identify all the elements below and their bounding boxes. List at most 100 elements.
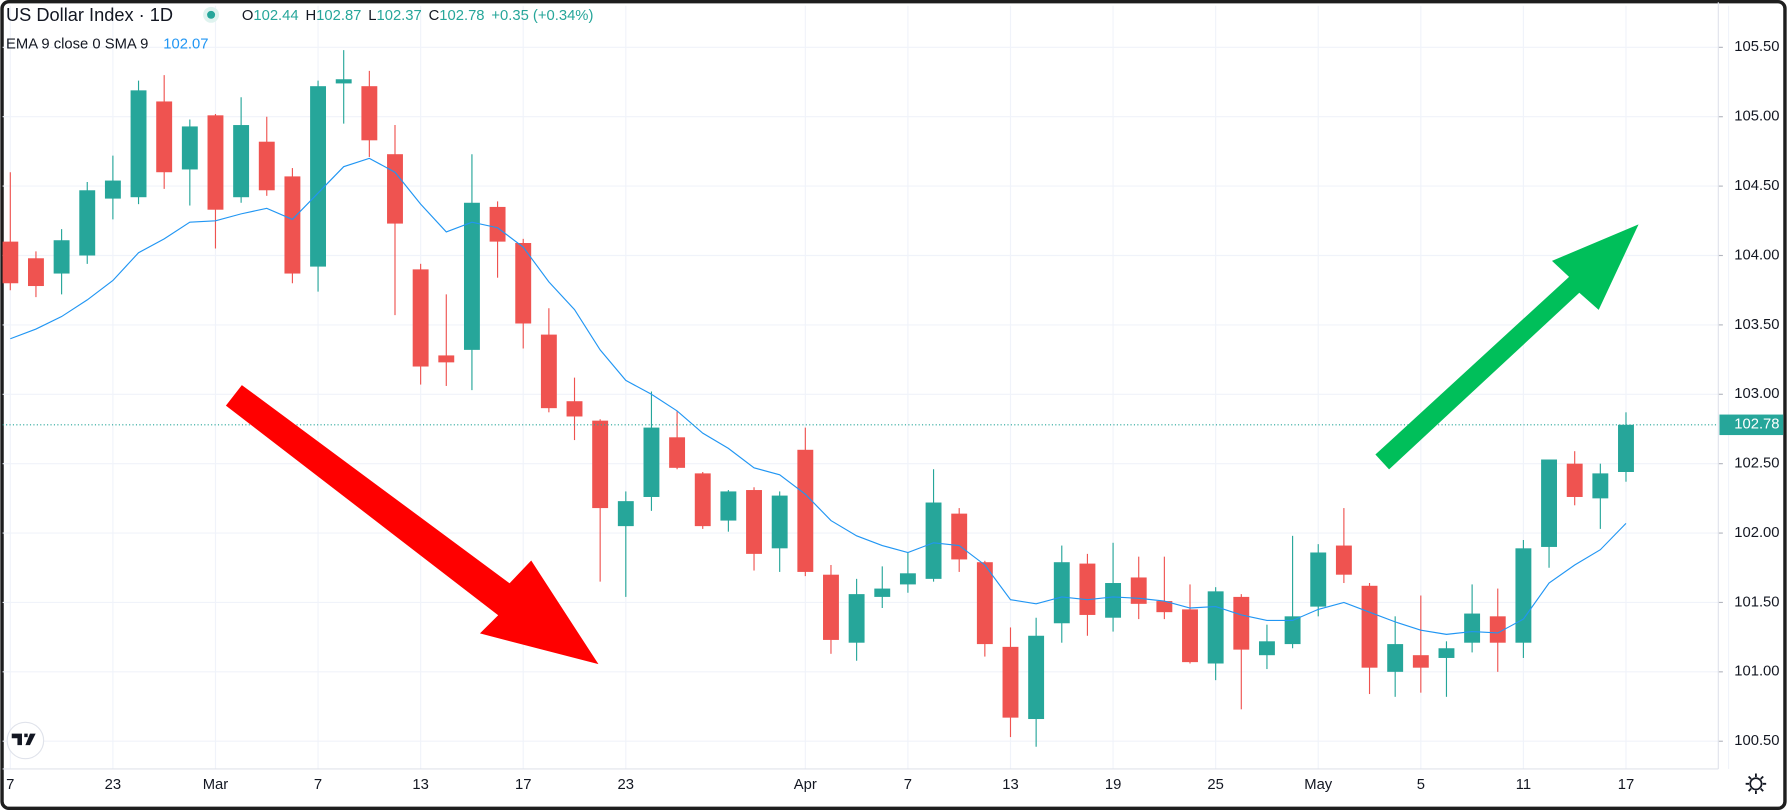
y-tick-label: 105.00	[1734, 109, 1779, 125]
axes: 100.50 101.00 101.50 102.00 102.50 103.00 103.…	[2, 2, 1784, 770]
candle-body	[1515, 548, 1532, 643]
candle-body	[181, 126, 198, 170]
tv-logo[interactable]	[6, 721, 45, 760]
candle-body	[412, 269, 429, 367]
candle-body	[310, 86, 327, 267]
candle-body	[1438, 648, 1455, 658]
candle-body	[207, 115, 224, 210]
candle-body	[1489, 616, 1506, 643]
candle-body	[438, 355, 455, 363]
candle-body	[2, 241, 19, 284]
x-tick-label: 23	[105, 777, 121, 793]
x-tick-label: 7	[904, 777, 912, 793]
candle-body	[1130, 577, 1147, 604]
y-tick-label: 100.50	[1734, 733, 1779, 749]
candle-body	[335, 79, 352, 84]
ohlc-key: L	[368, 8, 376, 24]
candle-body	[694, 473, 711, 527]
ohlc-key: O	[242, 8, 254, 24]
candle-body	[361, 86, 378, 141]
y-tick-label: 101.00	[1734, 664, 1779, 680]
logo-bg	[6, 721, 45, 760]
candle-body	[233, 125, 250, 198]
candle-body	[463, 202, 480, 350]
candle-body	[566, 401, 583, 417]
indicator-name[interactable]: EMA 9 close 0 SMA 9	[6, 36, 148, 52]
candle-body	[387, 154, 403, 224]
candle-body	[1310, 552, 1327, 607]
candle-body	[1387, 644, 1404, 672]
candle-body	[1566, 463, 1583, 497]
x-tick-label: Apr	[794, 777, 817, 793]
y-tick-label: 105.50	[1734, 39, 1779, 55]
indicator-value: 102.07	[163, 36, 208, 52]
ema-line	[10, 157, 1627, 635]
candle-body	[1053, 562, 1070, 624]
x-tick-label: Mar	[203, 777, 229, 793]
candle-body	[899, 573, 916, 585]
candle-body	[823, 574, 839, 640]
candle-body	[925, 502, 942, 579]
x-tick-label: 23	[618, 777, 634, 793]
candle-body	[1028, 635, 1045, 720]
candle-body	[156, 101, 173, 173]
candle-body	[28, 258, 44, 287]
x-tick-label: May	[1304, 777, 1333, 793]
x-tick-label: 13	[412, 777, 428, 793]
candle-body	[104, 180, 121, 199]
ohlc-value: 102.87	[316, 8, 361, 24]
gear-ring	[1749, 777, 1763, 791]
candle-body	[1182, 609, 1198, 663]
candle-body	[489, 206, 506, 242]
x-tick-label: 7	[6, 777, 14, 793]
candle-body	[515, 243, 532, 324]
candle-body	[1335, 545, 1352, 575]
candle-body	[874, 588, 891, 597]
symbol-title[interactable]: US Dollar Index · 1D	[6, 5, 173, 25]
ohlc-value: 102.78	[439, 8, 484, 24]
candle-body	[1592, 473, 1609, 499]
candle-body	[1541, 459, 1557, 547]
candle-body	[1618, 424, 1634, 472]
candle-body	[720, 491, 737, 521]
y-tick-label: 101.50	[1734, 594, 1779, 610]
candle-body	[1258, 641, 1275, 656]
ohlc-legend: O102.44 H102.87 L102.37 C102.78 +0.35 (+0.34…	[242, 8, 594, 24]
candle-body	[1002, 646, 1019, 718]
candle-body	[1156, 601, 1173, 613]
candle-body	[53, 240, 70, 274]
y-tick-label: 103.00	[1734, 386, 1779, 402]
candle-body	[540, 334, 557, 409]
down-arrow	[225, 385, 599, 665]
x-tick-label: 7	[314, 777, 322, 793]
last-price-label: 102.78	[1734, 417, 1779, 433]
candle-body	[848, 594, 865, 643]
candle-body	[771, 495, 788, 549]
status-dot	[207, 10, 216, 19]
candle-body	[1361, 585, 1378, 668]
logo-mark	[11, 733, 36, 746]
candle-body	[130, 90, 147, 198]
x-tick-label: 13	[1002, 777, 1018, 793]
x-tick-label: 17	[1618, 777, 1634, 793]
x-tick-label: 19	[1105, 777, 1121, 793]
x-tick-label: 11	[1516, 777, 1531, 793]
candle-body	[1284, 616, 1301, 645]
time-axis: 723Mar7131723Apr7131925May5111723	[6, 777, 1634, 793]
settings-gear[interactable]	[1745, 773, 1767, 795]
candle-body	[284, 176, 301, 274]
candle-body	[79, 190, 96, 256]
ohlc-key: C	[429, 8, 440, 24]
x-tick-label: 17	[515, 777, 531, 793]
candle-body	[643, 427, 660, 497]
change-value: +0.35 (+0.34%)	[491, 8, 593, 24]
candle-body	[1207, 591, 1224, 664]
y-tick-label: 104.50	[1734, 178, 1779, 194]
ohlc-value: 102.44	[253, 8, 298, 24]
up-arrow	[1375, 224, 1639, 470]
y-tick-label: 104.00	[1734, 247, 1779, 263]
x-tick-label: 5	[1417, 777, 1425, 793]
